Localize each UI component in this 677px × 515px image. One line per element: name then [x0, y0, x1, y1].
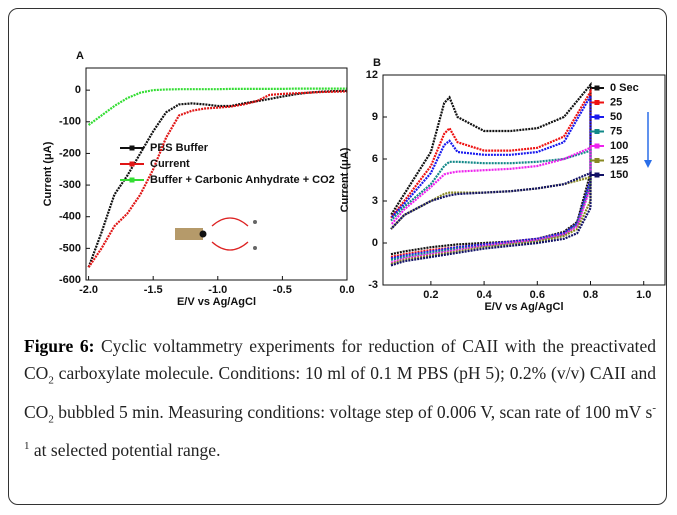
legend-arrow-head [644, 160, 652, 168]
x-tick-label: 0.8 [583, 289, 598, 301]
figure-box [8, 8, 667, 505]
caption-sub: 2 [48, 412, 54, 425]
legend-marker [594, 85, 600, 91]
legend-label: PBS Buffer [150, 142, 209, 154]
caption-text: carboxylate molecule. Conditions: 10 ml … [24, 363, 656, 422]
x-tick-label: 1.0 [636, 289, 651, 301]
plot-frame [382, 74, 666, 286]
y-tick-label: 0 [372, 237, 378, 249]
caption-text: bubbled 5 min. Measuring conditions: vol… [53, 401, 653, 422]
y-tick-label: -600 [59, 274, 81, 286]
series-line [390, 175, 592, 266]
y-tick-label: 3 [372, 195, 378, 207]
y-tick-label: 9 [372, 111, 378, 123]
legend-marker [594, 100, 600, 105]
legend-marker [594, 129, 600, 134]
legend-label: 75 [610, 125, 622, 137]
y-tick-label: -300 [59, 179, 81, 191]
y-tick-label: 6 [372, 153, 378, 165]
x-axis-label: E/V vs Ag/AgCl [177, 296, 256, 308]
y-tick-label: -200 [59, 147, 81, 159]
electrode-tip [199, 230, 207, 238]
legend-marker [594, 158, 600, 163]
x-tick-label: 0.4 [476, 289, 492, 301]
caption-label: Figure 6: [24, 336, 95, 356]
y-tick-label: 12 [366, 69, 378, 81]
legend-marker [129, 145, 135, 151]
series-line [390, 91, 592, 260]
y-tick-label: -3 [368, 279, 378, 291]
y-tick-label: -100 [59, 116, 81, 128]
series-line [390, 146, 592, 264]
x-axis-label: E/V vs Ag/AgCl [484, 301, 563, 313]
y-axis-label: Current (μA) [42, 141, 54, 206]
series-line [87, 89, 347, 268]
arrow [211, 217, 249, 227]
x-tick-label: -1.0 [208, 284, 227, 296]
legend-marker [594, 172, 600, 178]
legend-marker [129, 161, 135, 167]
legend-label: Buffer + Carbonic Anhydrate + CO2 [150, 174, 335, 186]
x-tick-label: -1.5 [144, 284, 163, 296]
x-tick-label: 0.2 [423, 289, 438, 301]
inset-schematic [175, 217, 257, 251]
series-line [87, 90, 347, 268]
y-tick-label: 0 [75, 84, 81, 96]
caption-sub: 2 [48, 374, 54, 387]
x-tick-label: 0.6 [530, 289, 545, 301]
legend-label: 150 [610, 169, 628, 181]
y-tick-label: -400 [59, 211, 81, 223]
y-tick-label: -500 [59, 242, 81, 254]
figure: A -600 -500 -400 -300 -200 -100 0 -2.0 -1.5 -1.0 -0… [42, 50, 666, 313]
panel-label: B [373, 57, 381, 69]
legend-marker [129, 177, 135, 183]
legend-label: 125 [610, 154, 628, 166]
panel-label: A [76, 50, 84, 62]
x-tick-label: 0.0 [339, 284, 354, 296]
legend-label: 0 Sec [610, 82, 639, 94]
electrode [175, 228, 203, 240]
plot-frame [85, 67, 348, 281]
arrow [211, 241, 249, 251]
legend-label: 100 [610, 140, 628, 152]
legend-label: 50 [610, 111, 622, 123]
legend-label: 25 [610, 96, 622, 108]
series-line [390, 81, 592, 256]
series-line [390, 171, 592, 267]
y-axis-label: Current (μA) [339, 147, 351, 212]
series-line [87, 87, 347, 126]
caption-sup: -1 [24, 401, 656, 452]
legend-label: Current [150, 158, 190, 170]
molecule [253, 246, 257, 250]
legend-marker [594, 114, 600, 120]
caption: Figure 6: Cyclic voltammetry experiments… [24, 333, 656, 464]
legend-marker [594, 143, 600, 149]
caption-text: Cyclic voltammetry experiments for reduc… [24, 336, 656, 383]
caption-text: at selected potential range. [29, 439, 221, 460]
x-tick-label: -2.0 [79, 284, 98, 296]
x-tick-label: -0.5 [273, 284, 292, 296]
molecule [253, 220, 257, 224]
